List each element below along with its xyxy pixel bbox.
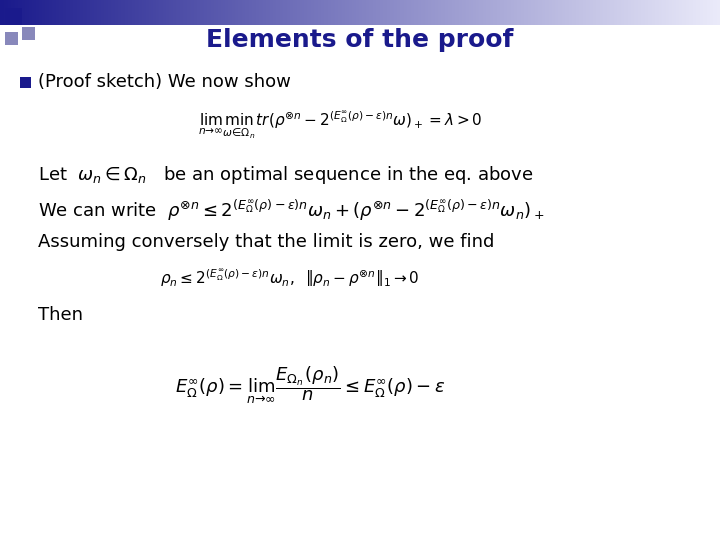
Text: Let  $\omega_n \in \Omega_n$   be an optimal sequence in the eq. above: Let $\omega_n \in \Omega_n$ be an optima… <box>38 164 534 186</box>
Text: Then: Then <box>38 306 83 324</box>
Text: $\rho_n \leq 2^{(E_\Omega^\infty(\rho)-\varepsilon)n}\omega_n,\;\;\left\|\rho_n : $\rho_n \leq 2^{(E_\Omega^\infty(\rho)-\… <box>161 267 420 289</box>
Bar <box>20 77 31 88</box>
Text: Elements of the proof: Elements of the proof <box>207 28 513 52</box>
Text: (Proof sketch) We now show: (Proof sketch) We now show <box>38 73 291 91</box>
Text: $\lim_{n\to\infty}\min_{\omega\in\Omega_n} \mathit{tr}(\rho^{\otimes n} - 2^{(E_: $\lim_{n\to\infty}\min_{\omega\in\Omega_… <box>198 109 482 141</box>
Bar <box>5 8 22 25</box>
Text: Assuming conversely that the limit is zero, we find: Assuming conversely that the limit is ze… <box>38 233 495 251</box>
Text: $E_\Omega^\infty(\rho) = \lim_{n\to\infty}\dfrac{E_{\Omega_n}(\rho_n)}{n} \leq E: $E_\Omega^\infty(\rho) = \lim_{n\to\inft… <box>175 364 445 406</box>
Bar <box>5 32 18 45</box>
Bar <box>22 27 35 40</box>
Text: We can write  $\rho^{\otimes n} \leq 2^{(E_\Omega^\infty(\rho)-\varepsilon)n}\om: We can write $\rho^{\otimes n} \leq 2^{(… <box>38 198 544 222</box>
